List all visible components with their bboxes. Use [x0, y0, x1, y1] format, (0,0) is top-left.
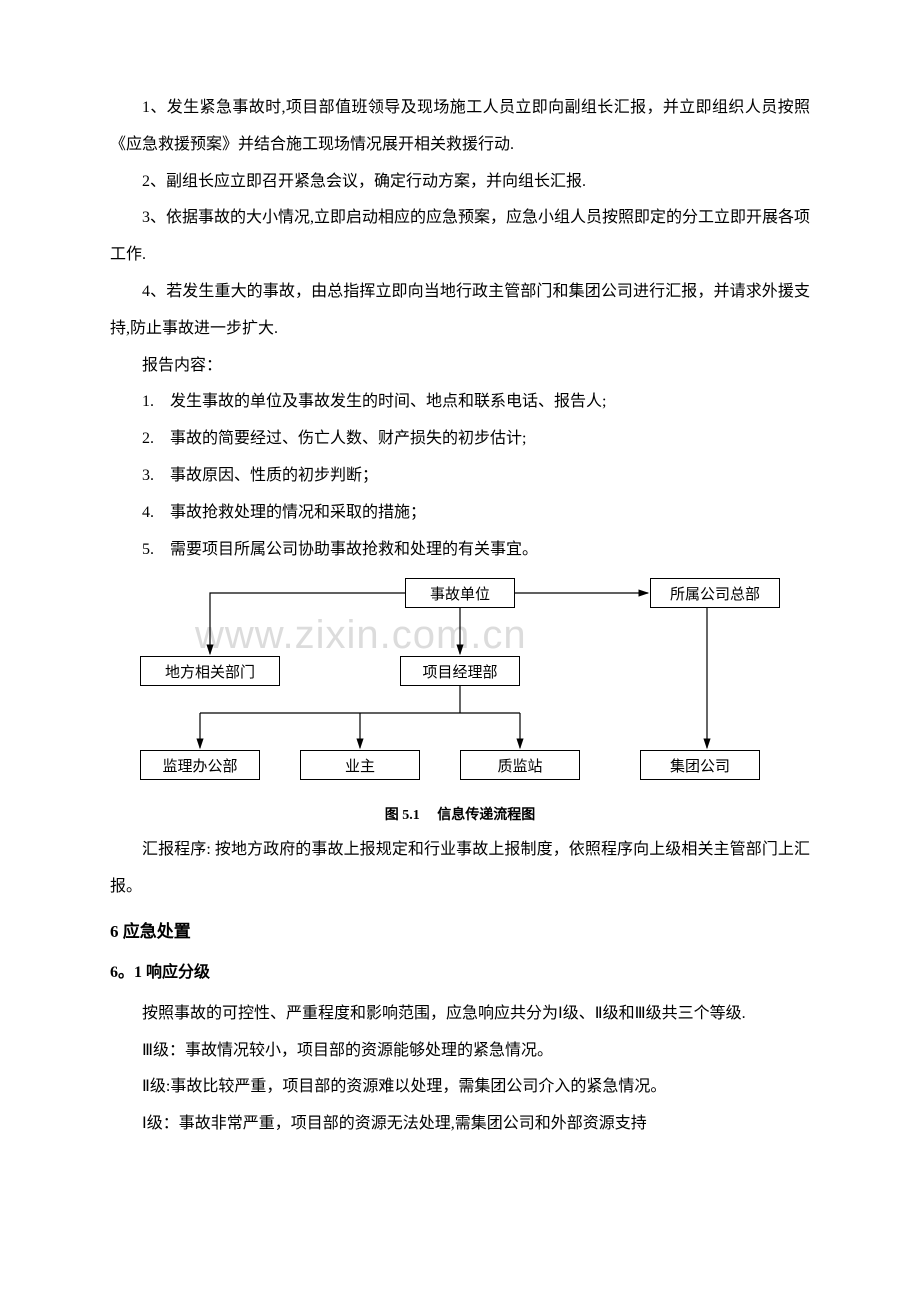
- paragraph: 按照事故的可控性、严重程度和影响范围，应急响应共分为Ⅰ级、Ⅱ级和Ⅲ级共三个等级.: [110, 996, 810, 1033]
- document-page: 1、发生紧急事故时,项目部值班领导及现场施工人员立即向副组长汇报，并立即组织人员…: [0, 0, 920, 1302]
- list-item: 5. 需要项目所属公司协助事故抢救和处理的有关事宜。: [110, 532, 810, 569]
- list-item: 4. 事故抢救处理的情况和采取的措施；: [110, 495, 810, 532]
- heading-section-6-1: 6。1 响应分级: [110, 955, 810, 992]
- figure-caption: 图 5.1 信息传递流程图: [110, 804, 810, 824]
- flow-node-project-manager: 项目经理部: [400, 656, 520, 686]
- paragraph: Ⅱ级:事故比较严重，项目部的资源难以处理，需集团公司介入的紧急情况。: [110, 1069, 810, 1106]
- watermark-text: www.zixin.com.cn: [195, 613, 527, 658]
- flow-node-company-hq: 所属公司总部: [650, 578, 780, 608]
- info-flow-chart: www.zixin.com.cn 事故单位 所属公司总部 地方相关部门: [140, 578, 780, 798]
- flow-node-group-company: 集团公司: [640, 750, 760, 780]
- paragraph: 1、发生紧急事故时,项目部值班领导及现场施工人员立即向副组长汇报，并立即组织人员…: [110, 90, 810, 164]
- flow-node-supervision-office: 监理办公部: [140, 750, 260, 780]
- paragraph: 4、若发生重大的事故，由总指挥立即向当地行政主管部门和集团公司进行汇报，并请求外…: [110, 274, 810, 348]
- paragraph: 3、依据事故的大小情况,立即启动相应的应急预案，应急小组人员按照即定的分工立即开…: [110, 200, 810, 274]
- list-item: 1. 发生事故的单位及事故发生的时间、地点和联系电话、报告人;: [110, 384, 810, 421]
- paragraph: Ⅰ级：事故非常严重，项目部的资源无法处理,需集团公司和外部资源支持: [110, 1106, 810, 1143]
- paragraph: Ⅲ级：事故情况较小，项目部的资源能够处理的紧急情况。: [110, 1033, 810, 1070]
- flow-node-quality-station: 质监站: [460, 750, 580, 780]
- heading-section-6: 6 应急处置: [110, 912, 810, 951]
- flow-node-owner: 业主: [300, 750, 420, 780]
- list-item: 2. 事故的简要经过、伤亡人数、财产损失的初步估计;: [110, 421, 810, 458]
- paragraph: 汇报程序: 按地方政府的事故上报规定和行业事故上报制度，依照程序向上级相关主管部…: [110, 832, 810, 906]
- flow-node-accident-unit: 事故单位: [405, 578, 515, 608]
- paragraph: 报告内容：: [110, 348, 810, 385]
- flow-node-local-dept: 地方相关部门: [140, 656, 280, 686]
- paragraph: 2、副组长应立即召开紧急会议，确定行动方案，并向组长汇报.: [110, 164, 810, 201]
- list-item: 3. 事故原因、性质的初步判断；: [110, 458, 810, 495]
